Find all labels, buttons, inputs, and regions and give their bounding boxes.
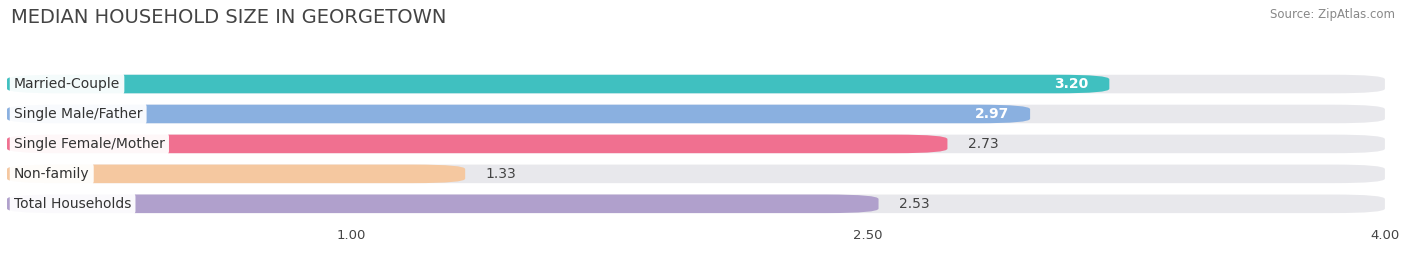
FancyBboxPatch shape xyxy=(7,105,1385,123)
FancyBboxPatch shape xyxy=(7,134,948,153)
FancyBboxPatch shape xyxy=(7,165,1385,183)
FancyBboxPatch shape xyxy=(7,75,1109,93)
Text: MEDIAN HOUSEHOLD SIZE IN GEORGETOWN: MEDIAN HOUSEHOLD SIZE IN GEORGETOWN xyxy=(11,8,447,27)
Text: Single Female/Mother: Single Female/Mother xyxy=(14,137,165,151)
Text: Non-family: Non-family xyxy=(14,167,90,181)
Text: 3.20: 3.20 xyxy=(1054,77,1088,91)
Text: 2.53: 2.53 xyxy=(900,197,929,211)
FancyBboxPatch shape xyxy=(7,194,1385,213)
Text: Source: ZipAtlas.com: Source: ZipAtlas.com xyxy=(1270,8,1395,21)
FancyBboxPatch shape xyxy=(7,105,1031,123)
Text: Married-Couple: Married-Couple xyxy=(14,77,120,91)
FancyBboxPatch shape xyxy=(7,134,1385,153)
Text: Total Households: Total Households xyxy=(14,197,131,211)
FancyBboxPatch shape xyxy=(7,75,1385,93)
FancyBboxPatch shape xyxy=(7,194,879,213)
Text: 1.33: 1.33 xyxy=(486,167,516,181)
Text: 2.73: 2.73 xyxy=(969,137,998,151)
FancyBboxPatch shape xyxy=(7,165,465,183)
Text: Single Male/Father: Single Male/Father xyxy=(14,107,142,121)
Text: 2.97: 2.97 xyxy=(976,107,1010,121)
